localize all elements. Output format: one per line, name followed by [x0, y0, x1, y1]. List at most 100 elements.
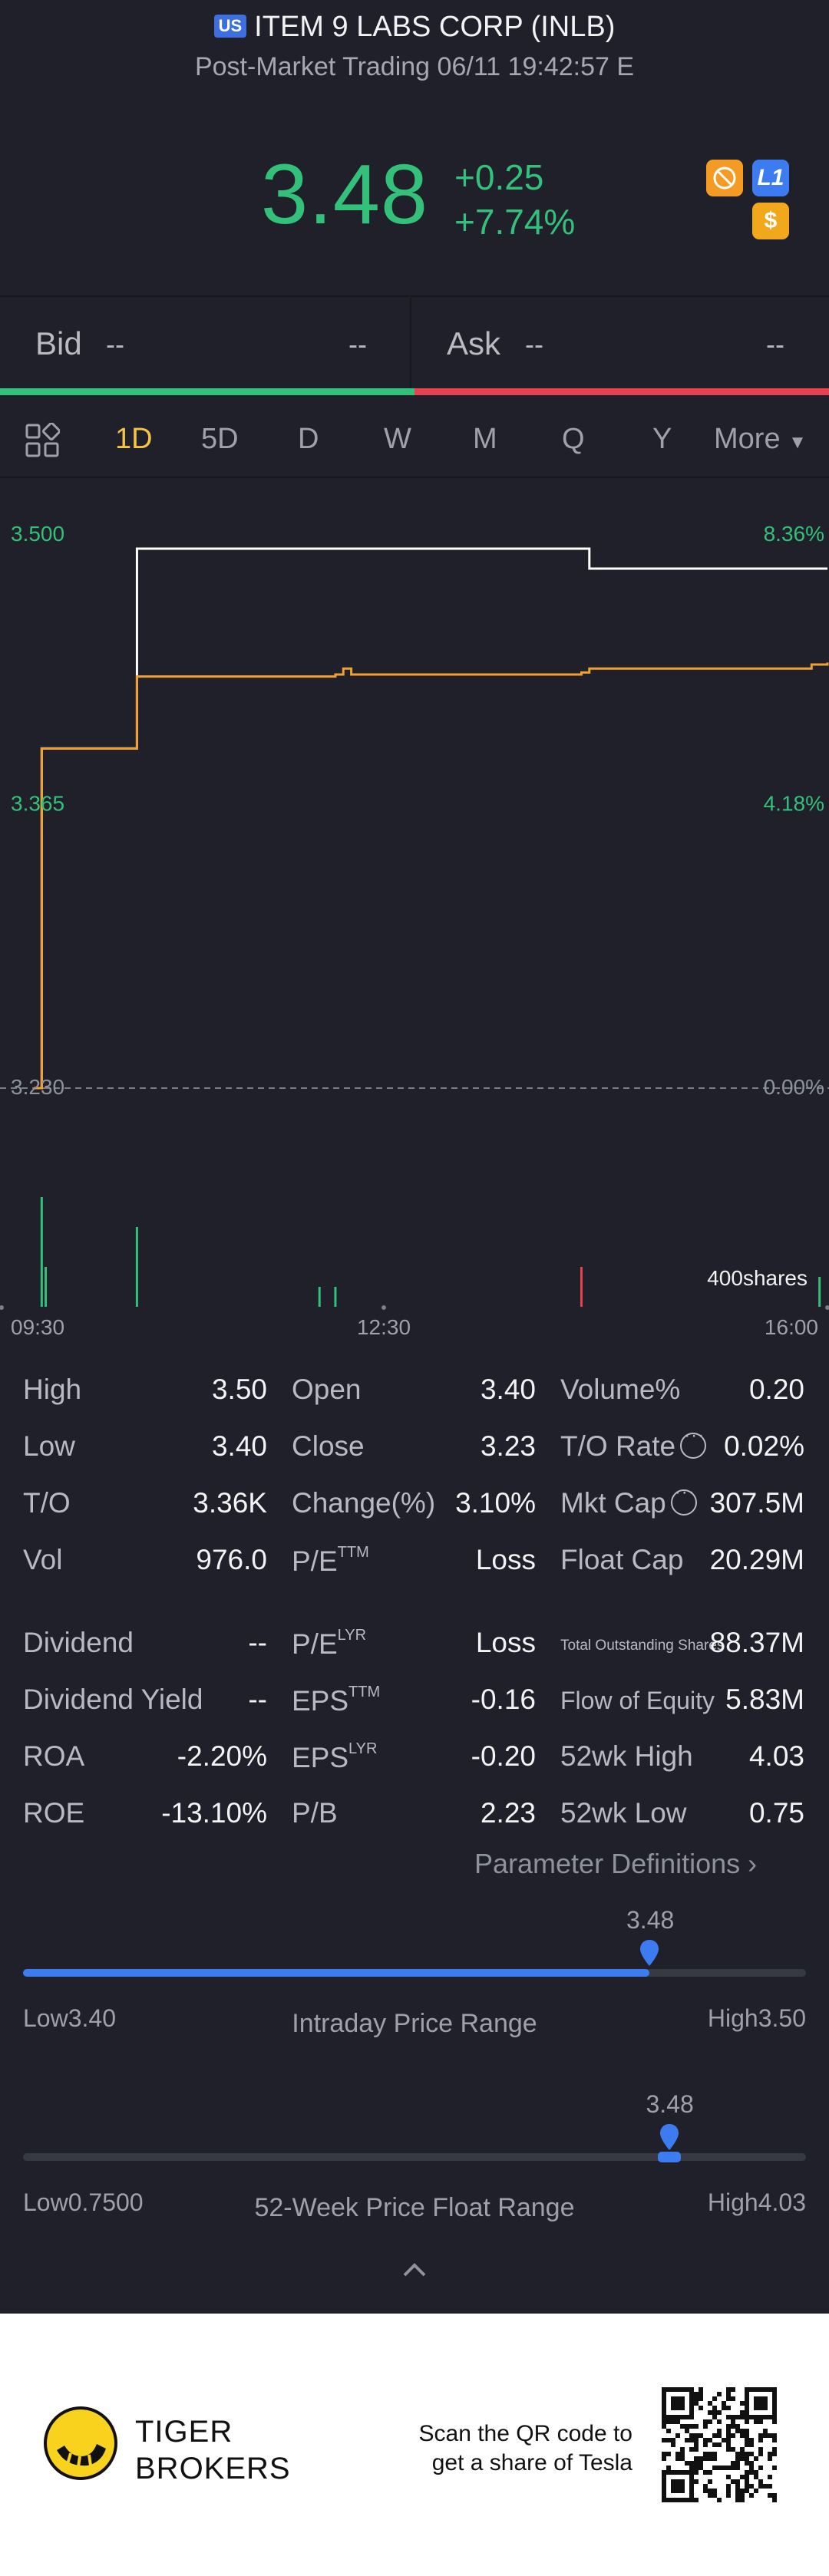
volume-bar: [580, 1267, 583, 1307]
intraday-high-label: High: [707, 2004, 758, 2032]
qr-module: [685, 2429, 689, 2433]
stat-volume-pct-label: Volume%: [560, 1374, 681, 1405]
intraday-high-value: 3.50: [758, 2004, 806, 2032]
qr-module: [675, 2452, 680, 2456]
qr-module: [740, 2433, 745, 2438]
ask-strength-bar: [414, 388, 829, 395]
qr-module: [740, 2456, 745, 2461]
stat-pe-ttm-label: P/ETTM: [292, 1544, 369, 1578]
qr-module: [712, 2415, 717, 2419]
qr-module: [717, 2392, 722, 2396]
divider: [410, 298, 411, 388]
qr-module: [735, 2466, 740, 2470]
qr-module: [699, 2433, 703, 2438]
intraday-range-track: [23, 1969, 806, 1977]
tab-d[interactable]: D: [298, 423, 319, 455]
bid-size: --: [348, 328, 367, 360]
qr-module: [740, 2415, 745, 2419]
qr-module: [666, 2419, 671, 2424]
qr-module: [671, 2438, 675, 2442]
dollar-icon[interactable]: $: [752, 203, 789, 239]
week52-range-track: [23, 2152, 806, 2162]
level1-icon[interactable]: L1: [752, 160, 789, 196]
qr-module: [694, 2396, 699, 2401]
stat-pe-lyr: Loss: [475, 1627, 536, 1658]
qr-module: [662, 2424, 666, 2429]
qr-module: [717, 2419, 722, 2424]
volume-bar: [45, 1267, 48, 1307]
tab-m[interactable]: M: [473, 423, 497, 455]
qr-module: [731, 2461, 735, 2466]
intraday-chart[interactable]: 3.500 3.365 3.230 8.36% 4.18% 0.00% 09:30 12:30…: [0, 480, 829, 1343]
qr-module: [772, 2493, 777, 2498]
qr-module: [745, 2452, 749, 2456]
qr-module: [712, 2489, 717, 2493]
intraday-low: Low3.40: [23, 2004, 116, 2033]
stat-to-rate-text: T/O Rate: [560, 1430, 676, 1462]
qr-module: [758, 2452, 763, 2456]
brand-name-line2: BROKERS: [135, 2452, 291, 2485]
info-icon[interactable]: [680, 1425, 707, 1459]
x-axis-dot: [825, 1305, 829, 1310]
chevron-up-icon[interactable]: [402, 2262, 427, 2278]
stat-dividend-yield-label: Dividend Yield: [23, 1684, 203, 1715]
intraday-low-value: 3.40: [68, 2004, 116, 2032]
qr-module: [708, 2438, 712, 2442]
tab-5d[interactable]: 5D: [201, 423, 239, 455]
bid-strength-bar: [0, 388, 414, 395]
tab-q[interactable]: Q: [562, 423, 585, 455]
stat-52wk-low: 0.75: [748, 1797, 804, 1829]
qr-module: [717, 2466, 722, 2470]
stat-52wk-low-label: 52wk Low: [560, 1797, 687, 1829]
qr-module: [745, 2484, 749, 2489]
qr-module: [754, 2456, 758, 2461]
stat-eps-ttm-label: EPSTTM: [292, 1684, 380, 1717]
stat-to: 3.36K: [193, 1487, 267, 1519]
qr-module: [726, 2442, 731, 2447]
qr-module: [749, 2452, 754, 2456]
stat-float-cap: 20.29M: [709, 1544, 804, 1575]
qr-finder: [754, 2396, 768, 2410]
qr-module: [662, 2456, 666, 2461]
qr-module: [749, 2470, 754, 2475]
qr-module: [768, 2456, 772, 2461]
qr-module: [662, 2438, 666, 2442]
price-line: [34, 547, 827, 1090]
qr-module: [703, 2484, 708, 2489]
volume-bar: [135, 1227, 138, 1307]
qr-module: [745, 2489, 749, 2493]
stat-pe-ttm-sup: TTM: [337, 1544, 369, 1561]
qr-module: [740, 2498, 745, 2502]
stat-pb-label: P/B: [292, 1797, 338, 1829]
stat-dividend-label: Dividend: [23, 1627, 134, 1658]
no-margin-icon[interactable]: [706, 160, 743, 196]
stat-pe-lyr-text: P/E: [292, 1628, 338, 1660]
qr-module: [722, 2438, 726, 2442]
qr-module: [735, 2424, 740, 2429]
y-tick-left: 3.230: [11, 1075, 64, 1099]
stat-low: 3.40: [211, 1430, 267, 1462]
qr-module: [689, 2438, 694, 2442]
intraday-current-value: 3.48: [626, 1906, 675, 1934]
qr-module: [680, 2456, 685, 2461]
stat-to-label: T/O: [23, 1487, 71, 1519]
qr-module: [772, 2498, 777, 2502]
chart-layout-icon[interactable]: [25, 423, 60, 458]
qr-module: [726, 2415, 731, 2419]
qr-module: [758, 2419, 763, 2424]
info-icon[interactable]: [670, 1482, 697, 1516]
tab-y[interactable]: Y: [652, 423, 672, 455]
tab-more[interactable]: More ▼: [714, 423, 807, 456]
stat-volume-pct: 0.20: [748, 1374, 804, 1405]
tab-w[interactable]: W: [384, 423, 411, 455]
qr-module: [680, 2424, 685, 2429]
stock-name: ITEM 9 LABS CORP (INLB): [254, 11, 616, 43]
qr-module: [699, 2392, 703, 2396]
stat-close: 3.23: [480, 1430, 536, 1462]
qr-module: [708, 2456, 712, 2461]
parameter-definitions-link[interactable]: Parameter Definitions ›: [474, 1848, 757, 1880]
qr-module: [717, 2498, 722, 2502]
stat-flow-label: Flow of Equity: [560, 1687, 715, 1714]
stat-dividend-yield: --: [248, 1684, 267, 1715]
tab-1d[interactable]: 1D: [115, 423, 153, 455]
